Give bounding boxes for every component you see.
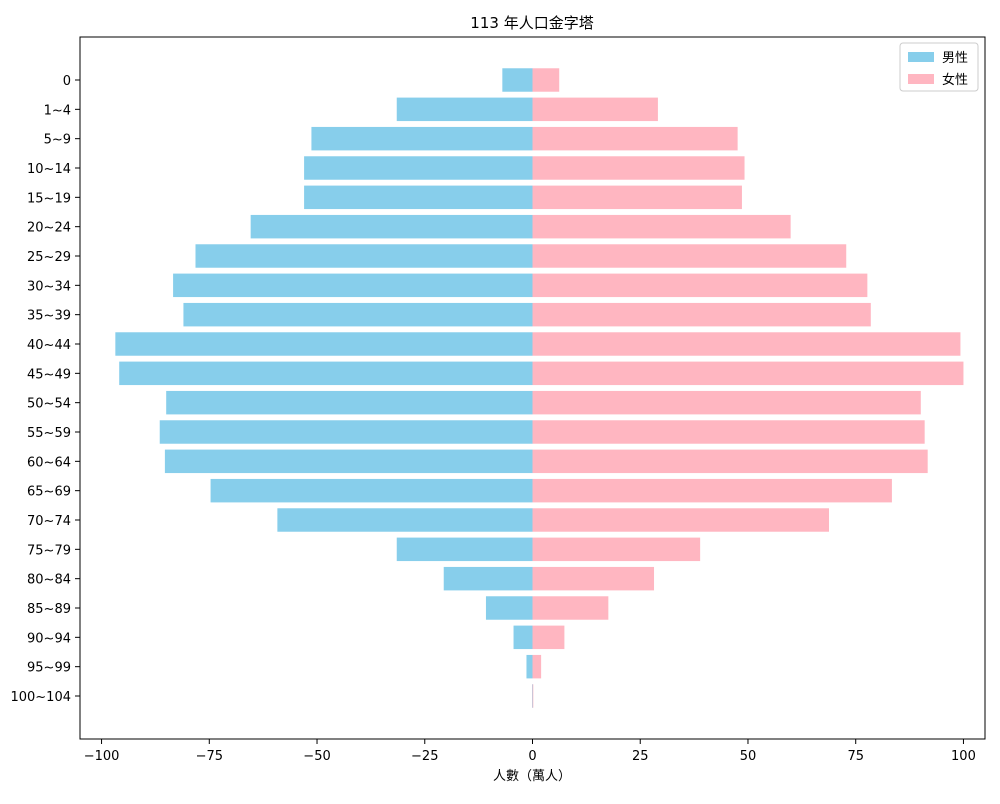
bar-series-2-16 (532, 537, 701, 562)
y-tick-label-17: 80~84 (27, 573, 71, 588)
y-tick-label-3: 10~14 (27, 162, 71, 177)
bar-series-1-16 (396, 537, 533, 562)
x-tick-label-1: −75 (196, 749, 223, 764)
bar-series-1-20 (526, 654, 533, 679)
bar-series-2-10 (532, 361, 964, 386)
bar-series-1-6 (195, 244, 533, 268)
bar-series-1-3 (304, 156, 533, 180)
bar-series-1-12 (159, 420, 533, 444)
bar-series-2-8 (532, 302, 871, 327)
bar-series-2-15 (532, 508, 829, 532)
y-tick-label-12: 55~59 (27, 426, 71, 441)
y-tick-label-9: 40~44 (27, 338, 71, 353)
x-tick-label-6: 50 (740, 749, 757, 764)
bar-series-2-7 (532, 273, 868, 298)
bar-series-1-8 (183, 302, 533, 327)
bar-series-1-14 (210, 478, 533, 503)
y-tick-label-19: 90~94 (27, 631, 71, 646)
x-tick-label-4: 0 (528, 749, 536, 764)
y-tick-label-13: 60~64 (27, 455, 71, 470)
bars-layer (115, 68, 964, 708)
bar-series-2-0 (532, 68, 560, 92)
bar-series-1-18 (485, 596, 533, 620)
bar-series-2-13 (532, 449, 928, 474)
bar-series-2-21 (532, 684, 534, 708)
y-tick-label-5: 20~24 (27, 221, 71, 236)
bar-series-2-3 (532, 156, 745, 180)
bar-series-1-7 (173, 273, 533, 298)
legend-label-2: 女性 (942, 72, 968, 88)
bar-series-2-12 (532, 420, 925, 444)
y-tick-label-2: 5~9 (44, 133, 71, 148)
x-tick-label-3: −25 (411, 749, 438, 764)
bar-series-2-11 (532, 390, 921, 415)
y-tick-label-20: 95~99 (27, 661, 71, 676)
y-tick-label-16: 75~79 (27, 543, 71, 558)
y-tick-label-1: 1~4 (44, 103, 71, 118)
y-axis-ticks: 0 1~4 5~9 10~14 15~19 20~24 25~29 30~34 35~39 40~… (10, 74, 80, 705)
bar-series-1-9 (115, 332, 533, 356)
chart-title: 113 年人口金字塔 (470, 14, 593, 32)
y-tick-label-18: 85~89 (27, 602, 71, 617)
legend-swatch-1 (908, 52, 934, 62)
x-tick-label-2: −50 (303, 749, 330, 764)
bar-series-1-11 (166, 390, 533, 415)
y-tick-label-10: 45~49 (27, 367, 71, 382)
y-tick-label-0: 0 (63, 74, 71, 89)
y-tick-label-4: 15~19 (27, 191, 71, 206)
x-tick-label-5: 25 (632, 749, 649, 764)
bar-series-2-6 (532, 244, 847, 268)
bar-series-1-0 (502, 68, 533, 92)
bar-series-2-20 (532, 654, 542, 679)
bar-series-1-21 (532, 684, 533, 708)
bar-series-1-10 (119, 361, 533, 386)
bar-series-1-15 (277, 508, 533, 532)
bar-series-1-2 (311, 126, 533, 151)
x-tick-label-7: 75 (847, 749, 864, 764)
bar-series-1-5 (250, 214, 533, 239)
y-tick-label-7: 30~34 (27, 279, 71, 294)
y-tick-label-15: 70~74 (27, 514, 71, 529)
x-tick-label-8: 100 (951, 749, 976, 764)
legend-label-1: 男性 (942, 51, 968, 66)
bar-series-2-1 (532, 97, 658, 122)
bar-series-2-9 (532, 332, 961, 356)
y-tick-label-11: 50~54 (27, 397, 71, 412)
bar-series-1-4 (304, 185, 533, 210)
x-tick-label-0: −100 (84, 749, 120, 764)
y-tick-label-14: 65~69 (27, 485, 71, 500)
bar-series-1-19 (513, 625, 533, 650)
bar-series-1-1 (396, 97, 533, 122)
bar-series-1-17 (443, 566, 533, 591)
bar-series-2-14 (532, 478, 892, 503)
x-axis-ticks: −100 −75 −50 −25 0 25 50 75 100 (84, 739, 976, 764)
bar-series-1-13 (164, 449, 533, 474)
bar-series-2-4 (532, 185, 742, 210)
bar-series-2-19 (532, 625, 565, 650)
y-tick-label-21: 100~104 (10, 690, 71, 705)
legend-swatch-2 (908, 74, 934, 84)
bar-series-2-5 (532, 214, 791, 239)
bar-series-2-2 (532, 126, 738, 151)
y-tick-label-8: 35~39 (27, 309, 71, 324)
bar-series-2-18 (532, 596, 609, 620)
y-tick-label-6: 25~29 (27, 250, 71, 265)
x-axis-title: 人數（萬人） (493, 769, 571, 784)
bar-series-2-17 (532, 566, 655, 591)
